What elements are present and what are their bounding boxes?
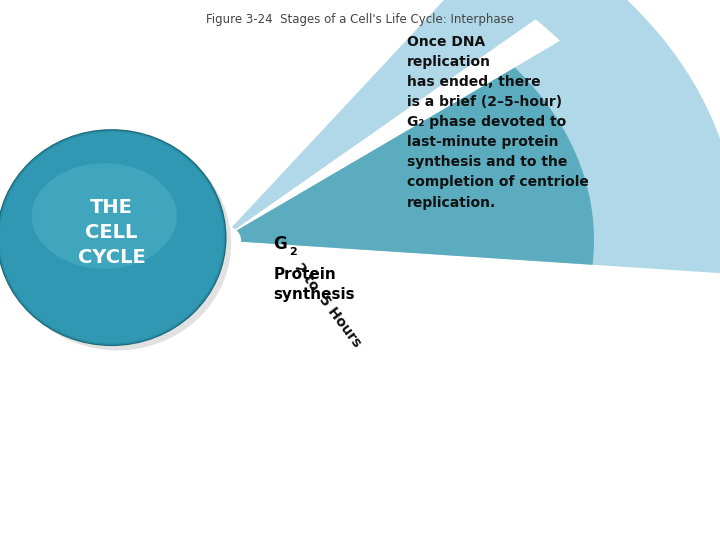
Ellipse shape	[0, 132, 223, 343]
Ellipse shape	[4, 136, 231, 350]
Text: 2: 2	[289, 247, 297, 257]
Text: THE
CELL
CYCLE: THE CELL CYCLE	[78, 198, 145, 267]
Ellipse shape	[0, 132, 223, 343]
Text: 2 to  5 Hours: 2 to 5 Hours	[292, 260, 364, 350]
Ellipse shape	[0, 131, 225, 344]
Text: Protein: Protein	[274, 267, 336, 282]
Ellipse shape	[0, 129, 227, 346]
Text: Once DNA
replication
has ended, there
is a brief (2–5-hour)
G₂ phase devoted to
: Once DNA replication has ended, there is…	[407, 35, 589, 210]
Text: synthesis: synthesis	[274, 287, 355, 302]
Text: Figure 3-24  Stages of a Cell's Life Cycle: Interphase: Figure 3-24 Stages of a Cell's Life Cycl…	[206, 14, 514, 26]
Ellipse shape	[0, 130, 225, 345]
Polygon shape	[237, 68, 594, 265]
Text: G: G	[274, 235, 287, 253]
Ellipse shape	[32, 163, 177, 268]
Polygon shape	[230, 19, 560, 234]
Polygon shape	[232, 0, 720, 274]
